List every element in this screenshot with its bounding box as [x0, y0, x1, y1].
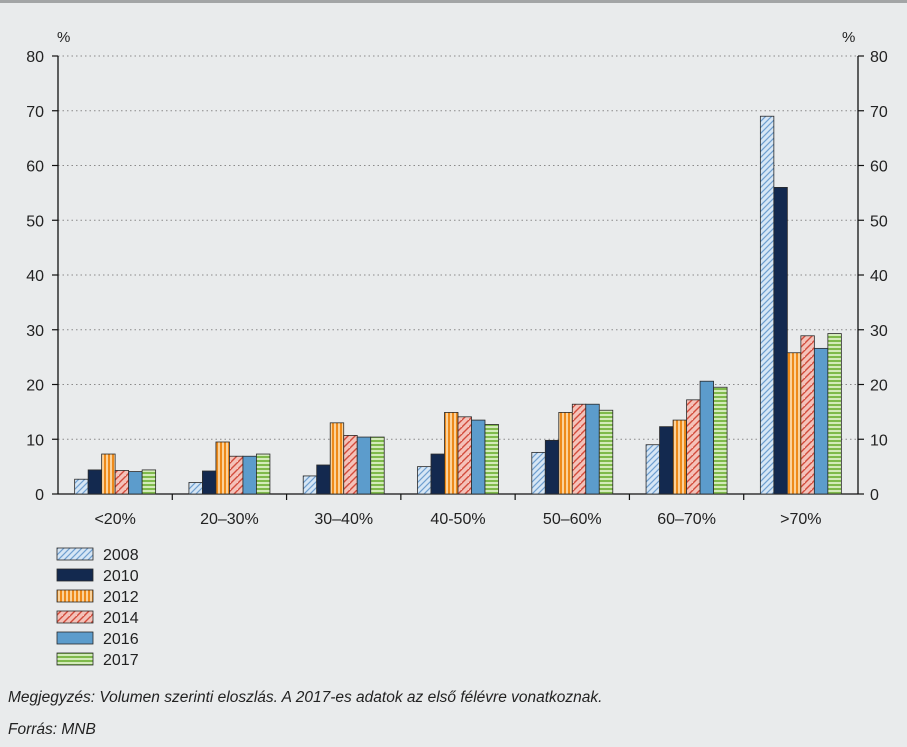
y-tick-label-left: 30	[26, 323, 44, 340]
bar-2012-2	[329, 422, 345, 495]
x-tick-label: 60–70%	[657, 511, 716, 528]
grid-lines	[58, 55, 858, 440]
legend-label-2010: 2010	[103, 568, 139, 585]
bar-2016-2	[356, 436, 372, 495]
bar-2017-5	[713, 386, 728, 495]
bar-2008-1	[188, 482, 203, 495]
bar-2012-4	[558, 412, 573, 495]
bar-2016-3	[471, 419, 486, 495]
bar-2010-3	[430, 453, 445, 495]
legend-label-2016: 2016	[103, 631, 139, 648]
bar-2016-6	[813, 347, 829, 495]
bar-2012-5	[672, 419, 687, 495]
bar-2014-5	[686, 399, 701, 495]
bar-2010-0	[87, 469, 103, 495]
bar-2017-0	[141, 469, 157, 495]
bar-2014-1	[229, 455, 244, 495]
legend: 2008 2010 2012 2014 2016 2017	[56, 547, 139, 669]
bar-2017-4	[598, 409, 614, 495]
bar-2012-3	[444, 412, 459, 495]
y-tick-label-right: 0	[870, 487, 879, 504]
bar-2014-6	[800, 335, 815, 495]
y-tick-label-left: 20	[26, 378, 44, 395]
legend-label-2008: 2008	[103, 547, 139, 564]
bar-2010-2	[316, 464, 331, 495]
bar-2014-2	[343, 435, 358, 495]
note-megjegyzes: Megjegyzés: Volumen szerinti eloszlás. A…	[8, 689, 603, 706]
bar-chart: 0 0 10 10 20 20 30 30 40 40 50 50 60 60 70 70 80 80% % <20%…	[26, 29, 888, 669]
top-rule	[0, 0, 907, 3]
legend-label-2014: 2014	[103, 610, 139, 627]
legend-swatch-2016	[56, 631, 94, 645]
y-tick-label-left: 60	[26, 159, 44, 176]
legend-swatch-2008	[56, 547, 94, 561]
y-tick-label-left: 0	[35, 487, 44, 504]
bar-2008-6	[759, 115, 775, 495]
y-tick-label-right: 40	[870, 268, 888, 285]
legend-label-2017: 2017	[103, 652, 139, 669]
bar-2008-2	[302, 475, 318, 495]
bar-2016-4	[585, 403, 600, 495]
bar-2008-5	[645, 444, 660, 495]
bar-2016-1	[242, 455, 257, 495]
bar-2008-4	[531, 451, 546, 495]
bar-2010-5	[659, 426, 674, 495]
bar-2008-0	[74, 478, 89, 495]
legend-swatch-2010	[56, 568, 94, 582]
y-tick-label-left: 70	[26, 104, 44, 121]
bar-2010-6	[773, 186, 788, 495]
legend-swatch-2014	[56, 610, 94, 624]
bar-2017-2	[370, 436, 385, 495]
bar-2017-1	[256, 453, 271, 495]
bar-2016-0	[128, 471, 143, 495]
bar-2010-4	[544, 439, 560, 495]
x-tick-label: 40-50%	[430, 511, 485, 528]
y-tick-label-right: 50	[870, 213, 888, 230]
note-forras: Forrás: MNB	[8, 721, 96, 738]
legend-label-2012: 2012	[103, 589, 139, 606]
bar-2012-0	[101, 453, 116, 495]
x-tick-label: 20–30%	[200, 511, 259, 528]
x-tick-label: 50–60%	[543, 511, 602, 528]
legend-swatch-2017	[56, 652, 94, 666]
bar-2010-1	[202, 470, 217, 495]
x-tick-label: >70%	[780, 511, 821, 528]
bars	[74, 115, 842, 495]
y-tick-label-left: 80	[26, 49, 44, 66]
bar-2012-6	[786, 352, 802, 495]
y-tick-label-right: 10	[870, 432, 888, 449]
x-tick-label: <20%	[94, 511, 135, 528]
legend-swatch-2012	[56, 589, 94, 603]
bar-2014-0	[114, 470, 130, 495]
y-tick-label-left: 40	[26, 268, 44, 285]
y-tick-label-left: 50	[26, 213, 44, 230]
bar-2016-5	[699, 380, 714, 495]
y-tick-label-right: 70	[870, 104, 888, 121]
y-unit-right: %	[842, 29, 855, 46]
bar-2017-3	[484, 424, 499, 495]
bar-2014-3	[457, 416, 472, 495]
bar-2012-1	[215, 441, 230, 495]
y-tick-label-right: 20	[870, 378, 888, 395]
x-tick-label: 30–40%	[314, 511, 373, 528]
y-tick-label-right: 60	[870, 159, 888, 176]
y-tick-label-right: 30	[870, 323, 888, 340]
bar-2017-6	[827, 333, 842, 495]
y-unit-left: %	[57, 29, 70, 46]
y-tick-label-right: 80	[870, 49, 888, 66]
bar-2014-4	[571, 403, 587, 495]
bar-2008-3	[417, 466, 432, 495]
y-tick-label-left: 10	[26, 432, 44, 449]
tick-labels: 0 0 10 10 20 20 30 30 40 40 50 50 60 60 70 70 80 80% % <20%…	[26, 29, 888, 528]
